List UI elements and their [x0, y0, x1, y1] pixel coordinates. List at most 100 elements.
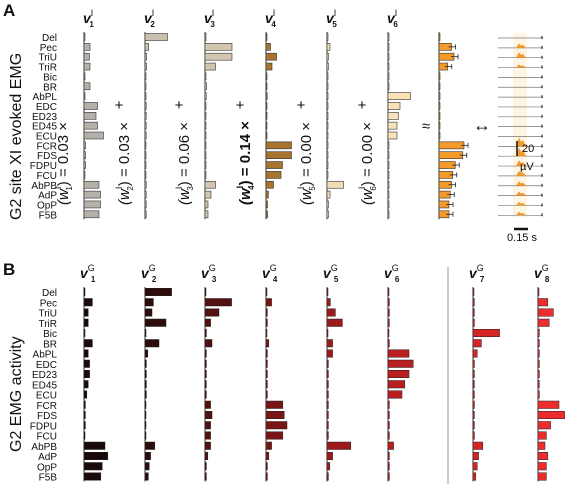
vector-bar — [387, 452, 390, 460]
vector-bar — [83, 200, 101, 209]
vector-bar — [472, 329, 500, 337]
vector-bar — [472, 318, 475, 327]
vector-bar — [472, 370, 475, 378]
vector-bar — [204, 441, 211, 450]
vector-bar — [144, 82, 147, 91]
result-bar — [438, 151, 464, 159]
vector-bar — [83, 370, 90, 378]
panel-a-vectors: vI 1 (wI 1) = 0.03 × vI 2 (wI 2) = 0.03 × + vI 3 (w… — [53, 8, 411, 220]
vector-bar — [537, 462, 547, 471]
vector-bar — [537, 329, 540, 337]
vector-bar — [265, 112, 268, 120]
emg-response — [516, 211, 526, 216]
vector-bar — [326, 161, 329, 169]
vector-bar — [265, 339, 270, 348]
vector-bar — [537, 421, 551, 430]
vector-bar — [387, 329, 390, 337]
vector-bar — [144, 298, 154, 307]
vector-bar — [387, 339, 390, 348]
vector-bar — [204, 151, 207, 159]
vector-bar — [387, 421, 390, 430]
vector-bar — [204, 380, 207, 389]
vector-bar — [326, 441, 352, 450]
vector-bar — [144, 288, 172, 296]
vector-bar — [472, 462, 478, 471]
vector-bar — [537, 370, 540, 378]
muscle-label: TriR — [38, 63, 57, 74]
vector-bar — [387, 62, 390, 71]
vector-bar — [387, 370, 410, 378]
vector-label: vG 1 — [80, 263, 96, 284]
vector-bar — [265, 82, 268, 91]
panel-b-ylabel: G2 EMG activity — [8, 336, 25, 452]
vector-bar — [387, 200, 390, 209]
vector-bar — [326, 102, 329, 110]
vector-bar — [326, 380, 329, 389]
vector-bar — [83, 400, 86, 409]
vector-bar — [83, 359, 90, 368]
vector-bar — [387, 102, 401, 110]
vector-bar — [204, 190, 212, 199]
muscle-label: ED23 — [32, 112, 57, 123]
vector-bar — [472, 380, 475, 389]
vector-label: vG 8 — [534, 263, 550, 284]
vector-bar — [204, 298, 232, 307]
vector-label: vG 5 — [323, 263, 339, 284]
vector-bar — [83, 141, 86, 150]
vector-bar — [144, 472, 149, 481]
muscle-label: ED45 — [32, 122, 57, 133]
vector-bar — [387, 318, 390, 327]
vector-bar — [387, 298, 390, 307]
vector-bar — [204, 112, 207, 120]
vector-bar — [144, 131, 147, 140]
vector-bar — [387, 33, 390, 41]
vector-label: vG 6 — [384, 263, 400, 284]
vector-bar — [265, 329, 268, 337]
vector-bar — [537, 288, 540, 296]
vector-bar — [144, 308, 153, 317]
vector-bar — [326, 171, 329, 179]
vector-bar — [265, 431, 284, 440]
vector-bar — [204, 359, 207, 368]
vector-bar — [537, 349, 540, 358]
vector-bar — [144, 359, 147, 368]
vector-bar — [144, 180, 147, 189]
vector-bar — [204, 339, 213, 348]
vector-bar — [144, 52, 147, 61]
muscle-label: ED23 — [32, 370, 57, 381]
vector-bar — [326, 62, 329, 71]
muscle-label: FCU — [36, 432, 57, 443]
vector-bar — [265, 62, 273, 71]
vector-bar — [144, 102, 147, 110]
vector-bar — [144, 200, 147, 209]
vector-bar — [387, 141, 390, 150]
vector-bar — [83, 210, 100, 219]
vector-bar — [204, 318, 211, 327]
muscle-label: FCR — [36, 401, 57, 412]
vector-bar — [144, 339, 160, 348]
vector-bar — [387, 288, 390, 296]
emg-time-scale: 0.15 s — [507, 232, 537, 244]
vector-bar — [144, 441, 156, 450]
emg-response — [516, 191, 526, 196]
emg-response — [516, 43, 526, 48]
vector-bar — [326, 452, 333, 460]
vector-bar — [326, 112, 329, 120]
vector-bar — [204, 92, 207, 100]
vector-bar — [326, 390, 329, 399]
panel-a-result-vector — [438, 32, 469, 220]
vector-bar — [387, 131, 398, 140]
emg-response — [516, 64, 526, 68]
vector-bar — [326, 462, 331, 471]
vector-bar — [387, 210, 390, 219]
muscle-label: TriU — [38, 309, 57, 320]
vector-bar — [83, 171, 86, 179]
result-bar — [438, 141, 465, 150]
vector-bar — [387, 380, 406, 389]
vector-bar — [83, 380, 89, 389]
vector-bar — [83, 112, 97, 120]
vector-label: vI 5 — [326, 8, 337, 29]
muscle-label: ECU — [36, 391, 57, 402]
vector-bar — [472, 308, 475, 317]
